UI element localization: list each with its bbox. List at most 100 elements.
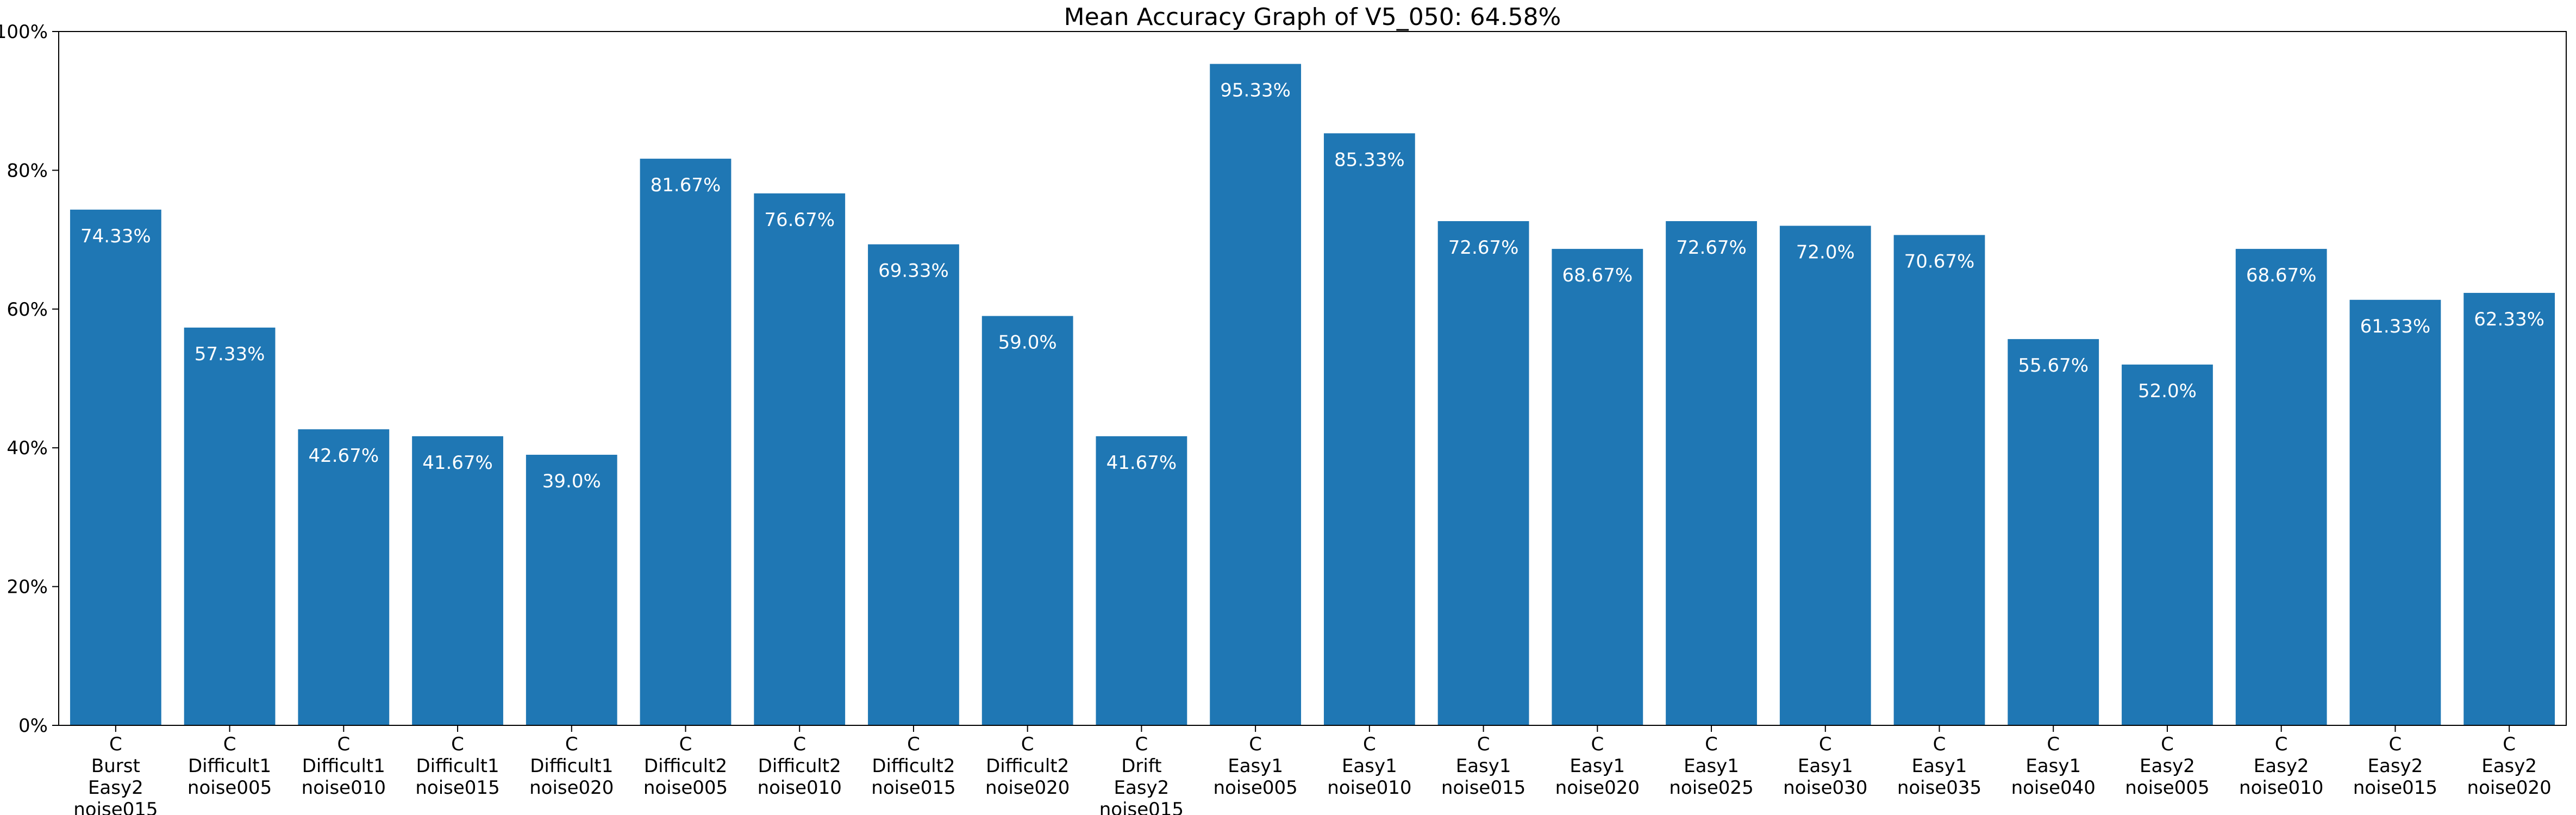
x-tick-label: C Burst Easy2 noise015 — [73, 734, 158, 815]
x-tick-label: C Easy2 noise015 — [2353, 734, 2437, 799]
x-tick-label-line: C — [1591, 734, 1604, 755]
bar — [981, 316, 1073, 725]
x-tick-label-line: noise005 — [643, 777, 728, 799]
x-tick-label-line: noise020 — [1555, 777, 1640, 799]
bar-value-label: 72.67% — [1676, 237, 1747, 259]
bar-value-label: 39.0% — [542, 471, 601, 492]
bar-value-label: 55.67% — [2018, 355, 2089, 377]
y-axis: 0% 20% 40% 60% 80% 100% — [0, 21, 59, 737]
x-tick-label: C Easy1 noise025 — [1669, 734, 1753, 799]
bar — [2122, 364, 2213, 725]
x-tick-label-line: noise005 — [1213, 777, 1297, 799]
bar — [2464, 293, 2555, 725]
x-tick-label-line: Difficult2 — [758, 755, 841, 777]
x-tick-label: C Difficult2 noise005 — [643, 734, 728, 799]
x-tick-label-line: Easy1 — [1570, 755, 1625, 777]
x-tick-label: C Easy1 noise030 — [1783, 734, 1867, 799]
x-tick-label-line: noise015 — [1441, 777, 1525, 799]
x-tick-label-line: C — [2161, 734, 2174, 755]
x-tick-label-line: Difficult2 — [986, 755, 1069, 777]
x-tick-label-line: C — [1021, 734, 1034, 755]
bar-value-label: 81.67% — [651, 174, 721, 196]
bar-value-label: 41.67% — [1106, 452, 1177, 474]
x-tick-label-line: noise010 — [302, 777, 386, 799]
x-tick-label: C Easy1 noise015 — [1441, 734, 1525, 799]
x-tick-label-line: Drift — [1121, 755, 1161, 777]
x-tick-label-line: C — [1819, 734, 1832, 755]
bar — [1437, 221, 1529, 725]
bar — [1893, 235, 1985, 726]
bar — [412, 436, 503, 725]
x-tick-label: C Difficult1 noise020 — [529, 734, 614, 799]
x-tick-label-line: C — [337, 734, 350, 755]
bar — [1096, 436, 1187, 725]
bar — [298, 429, 390, 725]
bar — [184, 327, 276, 725]
x-tick-label: C Easy1 noise035 — [1897, 734, 1981, 799]
x-tick-label-line: noise030 — [1783, 777, 1867, 799]
x-tick-label-line: noise020 — [985, 777, 1070, 799]
bar — [1552, 249, 1643, 725]
x-tick-label-line: Easy1 — [1912, 755, 1967, 777]
x-tick-label-line: noise015 — [415, 777, 499, 799]
bar-value-label: 41.67% — [422, 452, 493, 474]
x-tick-label-line: C — [1363, 734, 1376, 755]
x-tick-label-line: Easy1 — [1798, 755, 1853, 777]
x-tick-label-line: Easy2 — [1114, 777, 1170, 799]
x-tick-label-line: noise015 — [871, 777, 955, 799]
bar — [640, 159, 731, 725]
chart-title: Mean Accuracy Graph of V5_050: 64.58% — [1064, 3, 1561, 31]
x-tick-label-line: noise010 — [1327, 777, 1411, 799]
x-tick-label: C Easy1 noise040 — [2011, 734, 2096, 799]
bar-value-label: 57.33% — [195, 343, 265, 365]
x-tick-label-line: Easy2 — [2368, 755, 2423, 777]
x-tick-label-line: noise005 — [187, 777, 272, 799]
y-tick-label: 100% — [0, 21, 48, 43]
x-tick-label: C Easy1 noise010 — [1327, 734, 1411, 799]
x-tick-label-line: C — [451, 734, 464, 755]
x-tick-label: C Easy1 noise005 — [1213, 734, 1297, 799]
bar — [70, 209, 161, 725]
bar-value-label: 68.67% — [1562, 265, 1633, 286]
x-tick-label-line: C — [1705, 734, 1718, 755]
bar-value-label: 72.67% — [1448, 237, 1519, 259]
x-tick-label-line: C — [679, 734, 692, 755]
x-tick-label: C Difficult2 noise010 — [758, 734, 842, 799]
x-tick-label-line: C — [2389, 734, 2402, 755]
x-tick-label-line: noise015 — [2353, 777, 2437, 799]
x-tick-label: C Easy1 noise020 — [1555, 734, 1640, 799]
bars: 74.33% 57.33% 42.67% 41.67% 39.0% 81.67% 76.67… — [70, 64, 2555, 726]
x-tick-label-line: Easy2 — [2481, 755, 2537, 777]
x-tick-label-line: C — [1933, 734, 1946, 755]
x-tick-label: C Difficult2 noise020 — [985, 734, 1070, 799]
x-tick-label: C Difficult1 noise005 — [187, 734, 272, 799]
x-tick-label-line: C — [2503, 734, 2516, 755]
x-tick-label-line: C — [2047, 734, 2060, 755]
bar — [1323, 133, 1415, 725]
x-tick-label: C Easy2 noise010 — [2239, 734, 2323, 799]
x-tick-label-line: Easy1 — [2025, 755, 2081, 777]
x-tick-label-line: C — [565, 734, 578, 755]
bar-value-label: 59.0% — [998, 332, 1057, 354]
bar — [2235, 249, 2327, 725]
x-tick-label-line: noise020 — [2467, 777, 2551, 799]
x-tick-label-line: Easy2 — [2254, 755, 2309, 777]
bar — [526, 454, 617, 725]
bar-value-label: 72.0% — [1796, 242, 1855, 264]
x-tick-label-line: Difficult2 — [872, 755, 955, 777]
bar — [1210, 64, 1302, 726]
x-tick-label-line: C — [2275, 734, 2288, 755]
x-tick-label-line: noise015 — [73, 799, 158, 815]
x-tick-label-line: C — [1135, 734, 1148, 755]
bar-value-label: 74.33% — [80, 225, 151, 247]
x-tick-label-line: noise015 — [1099, 799, 1184, 815]
x-tick-label-line: Easy1 — [1342, 755, 1397, 777]
plot-frame — [58, 31, 2567, 726]
x-tick-label: C Easy2 noise005 — [2125, 734, 2209, 799]
x-tick-label-line: Difficult1 — [416, 755, 499, 777]
y-tick-label: 60% — [7, 299, 48, 321]
bar-value-label: 61.33% — [2360, 316, 2431, 337]
x-tick-label: C Difficult1 noise015 — [415, 734, 499, 799]
